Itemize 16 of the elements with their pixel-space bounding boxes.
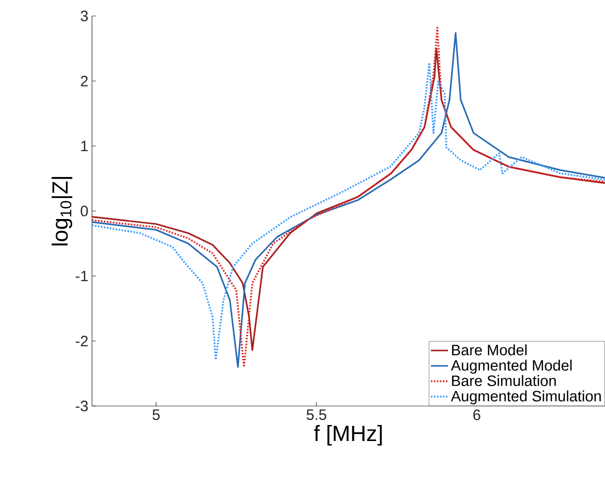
x-tick-label: 5.5: [306, 410, 326, 420]
y-tick-label: -1: [76, 270, 88, 282]
legend-label: Augmented Simulation: [450, 390, 601, 404]
y-tick-label: 0: [80, 206, 88, 216]
legend-label: Bare Model: [452, 344, 527, 356]
x-tick-label: 5: [152, 410, 160, 420]
y-tick-label: 1: [81, 140, 88, 152]
y-axis-title: log$_{10}$|Z|: [52, 177, 72, 246]
x-tick-label: 6: [473, 410, 480, 420]
y-tick-label: -3: [76, 400, 88, 412]
x-axis-title: f [MHz]: [314, 425, 382, 446]
legend-label: Bare Simulation: [452, 375, 556, 386]
y-tick-label: 2: [80, 76, 88, 86]
y-tick-label: 3: [80, 10, 88, 22]
y-tick-label: -2: [76, 336, 88, 346]
legend-label: Augmented Model: [450, 360, 572, 374]
